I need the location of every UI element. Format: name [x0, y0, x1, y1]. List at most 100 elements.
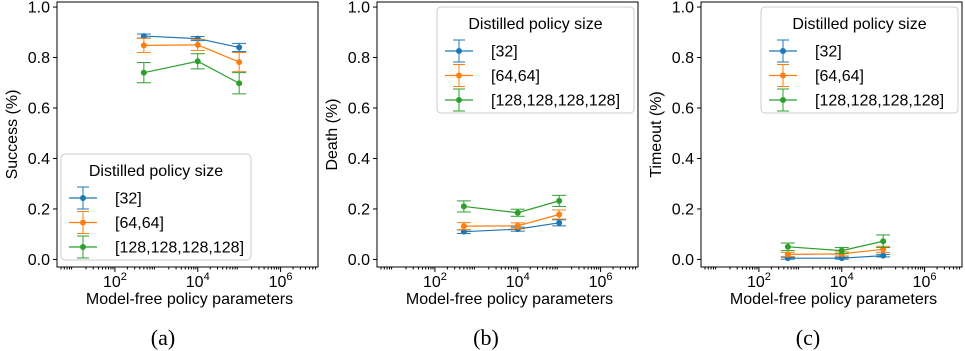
x-tick-exponent: 6	[930, 271, 936, 283]
data-point	[556, 211, 563, 218]
x-tick-base: 10	[269, 274, 287, 291]
y-tick-label: 0.6	[28, 101, 50, 118]
data-point	[784, 243, 791, 250]
series-line	[787, 240, 884, 252]
y-tick-label: 0.0	[672, 252, 694, 269]
panel-caption: (c)	[796, 325, 820, 350]
series-2	[456, 194, 567, 217]
legend-marker	[456, 97, 462, 103]
x-tick-exponent: 4	[524, 271, 530, 283]
y-axis-label: Death (%)	[324, 98, 341, 170]
y-tick-label: 0.2	[672, 201, 694, 218]
data-point	[460, 203, 467, 210]
data-point	[194, 58, 201, 65]
data-point	[838, 247, 845, 254]
x-axis-label: Model-free policy parameters	[730, 291, 937, 308]
legend-marker	[80, 244, 86, 250]
legend-marker	[80, 219, 86, 226]
y-tick-label: 1.0	[28, 0, 50, 17]
y-axis-label: Success (%)	[4, 90, 21, 180]
panel-caption: (a)	[151, 325, 175, 350]
legend-label: [32]	[815, 44, 842, 61]
y-tick-label: 0.4	[28, 151, 50, 168]
series-0	[780, 252, 891, 262]
y-tick-label: 0.4	[672, 151, 694, 168]
x-tick-exponent: 4	[204, 271, 210, 283]
x-tick-label: 102	[747, 271, 771, 291]
axes-frame	[376, 1, 639, 268]
legend-title: Distilled policy size	[792, 16, 926, 33]
legend-label: [64,64]	[491, 68, 540, 85]
data-point	[838, 255, 845, 262]
series-1	[136, 37, 247, 73]
data-point	[194, 41, 201, 48]
y-tick-label: 0.0	[348, 252, 370, 269]
y-tick-label: 0.8	[348, 50, 370, 67]
legend-frame	[60, 153, 252, 261]
series-1	[456, 209, 567, 231]
x-tick-exponent: 2	[441, 271, 447, 283]
x-tick-base: 10	[506, 274, 524, 291]
series-line	[463, 200, 560, 214]
legend-label: [64,64]	[115, 215, 164, 232]
legend-marker	[80, 195, 86, 201]
data-point	[784, 251, 791, 258]
panel-caption: (b)	[473, 325, 499, 350]
axes-frame	[700, 1, 963, 268]
data-point	[514, 209, 521, 216]
data-point	[880, 252, 887, 259]
y-tick-label: 1.0	[348, 0, 370, 17]
x-tick-base: 10	[913, 274, 931, 291]
x-tick-base: 10	[589, 274, 607, 291]
legend-label: [32]	[491, 44, 518, 61]
legend-marker	[456, 72, 462, 79]
data-point	[460, 228, 467, 235]
y-tick-label: 0.6	[348, 101, 370, 118]
legend-title: Distilled policy size	[468, 16, 602, 33]
legend-label: [128,128,128,128]	[491, 93, 620, 110]
legend: Distilled policy size [32] [64,64] [128,128…	[60, 153, 252, 261]
x-tick-label: 106	[589, 271, 613, 291]
legend-marker	[780, 97, 786, 103]
x-tick-base: 10	[186, 274, 204, 291]
x-tick-exponent: 2	[121, 271, 127, 283]
y-tick-label: 0.2	[28, 201, 50, 218]
series-line	[143, 60, 240, 84]
x-tick-exponent: 6	[286, 271, 292, 283]
data-point	[880, 238, 887, 245]
x-tick-base: 10	[747, 274, 765, 291]
y-tick-label: 0.8	[28, 50, 50, 67]
legend: Distilled policy size [32] [64,64] [128,128…	[760, 6, 959, 114]
axes-frame	[56, 1, 319, 268]
data-point	[140, 33, 147, 40]
data-point	[460, 223, 467, 230]
x-tick-exponent: 2	[765, 271, 771, 283]
legend-marker	[780, 72, 786, 79]
x-tick-label: 102	[423, 271, 447, 291]
y-tick-label: 0.0	[28, 252, 50, 269]
data-point	[556, 197, 563, 204]
legend-title: Distilled policy size	[89, 163, 223, 180]
data-point	[236, 44, 243, 51]
x-tick-base: 10	[423, 274, 441, 291]
legend-label: [128,128,128,128]	[815, 93, 944, 110]
x-axis-label: Model-free policy parameters	[86, 291, 293, 308]
x-tick-exponent: 6	[606, 271, 612, 283]
x-tick-label: 104	[186, 271, 210, 291]
x-tick-label: 102	[103, 271, 127, 291]
x-tick-label: 106	[269, 271, 293, 291]
x-tick-label: 104	[830, 271, 854, 291]
y-tick-label: 1.0	[672, 0, 694, 17]
y-axis-label: Timeout (%)	[648, 91, 665, 178]
series-2	[780, 234, 891, 255]
x-tick-exponent: 4	[848, 271, 854, 283]
y-tick-label: 0.8	[672, 50, 694, 67]
legend-marker	[780, 48, 786, 54]
legend-frame	[436, 6, 635, 114]
legend-frame	[760, 6, 959, 114]
data-point	[140, 42, 147, 49]
